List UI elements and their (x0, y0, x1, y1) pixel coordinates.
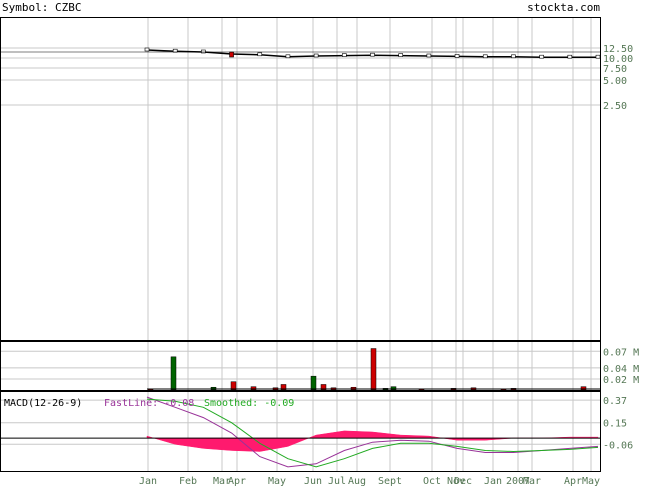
macd-title: MACD(12-26-9) (4, 398, 82, 409)
macd-fastline-label: FastLine: -0.08 (104, 398, 194, 409)
volume-y-tick-label: 0.04 M (603, 364, 639, 375)
panel-frame (0, 17, 601, 341)
price-candle (539, 54, 544, 59)
volume-y-ticks: 0.07 M 0.04 M0.02 M (603, 347, 639, 386)
macd-line-fastline (146, 396, 599, 468)
x-tick-label: Nov (447, 476, 465, 486)
volume-gridlines (0, 341, 600, 390)
x-tick-label: Feb (179, 476, 197, 486)
x-tick-label: 2007 (506, 476, 530, 486)
x-tick-label: Jan (484, 476, 502, 486)
price-y-tick-label: 12.50 (603, 44, 633, 55)
volume-bar (580, 386, 587, 391)
price-candle (398, 53, 403, 57)
price-candle (454, 54, 460, 58)
volume-bar (370, 348, 377, 391)
price-y-tick-label: 5.00 (603, 76, 627, 87)
volume-bar (170, 356, 177, 391)
x-tick-label: Mar (523, 476, 541, 486)
x-tick-label: Jun (304, 476, 322, 486)
x-tick-label: May (268, 476, 286, 486)
macd-histogram (146, 430, 599, 452)
price-candle (595, 54, 601, 59)
x-tick-label: Dec (454, 476, 472, 486)
x-tick-label: Apr (564, 476, 582, 486)
x-tick-label: May (582, 476, 600, 486)
price-y-tick-label: 10.00 (603, 54, 633, 65)
volume-y-tick-label: 0.07 M (603, 347, 639, 358)
x-tick-label: Oct (423, 476, 441, 486)
price-candle (567, 54, 573, 59)
volume-bar (390, 386, 397, 391)
price-candle (201, 49, 206, 54)
price-series (0, 47, 601, 59)
price-candle (342, 53, 347, 57)
price-candle (426, 53, 432, 58)
x-tick-label: Mar (213, 476, 231, 486)
price-candle (313, 53, 319, 58)
macd-line-smoothed (146, 398, 599, 468)
x-tick-label: Sept (378, 476, 402, 486)
macd-series (0, 396, 600, 468)
volume-bar (310, 375, 317, 391)
price-candle (511, 54, 516, 59)
x-tick-label: Jul (328, 476, 346, 486)
panel-frames (0, 17, 601, 472)
price-gridlines (0, 17, 600, 340)
x-tick-label: Jan (139, 476, 157, 486)
macd-gridlines (0, 391, 600, 471)
x-tick-label: Aug (348, 476, 366, 486)
macd-smoothed-label: Smoothed: -0.09 (204, 398, 294, 409)
price-candle (482, 54, 488, 59)
macd-y-tick-label: 0.37 (603, 396, 627, 407)
price-candle (144, 47, 150, 52)
symbol-label: Symbol: CZBC (2, 1, 81, 14)
panel-frame (0, 391, 601, 472)
volume-bar (250, 386, 257, 391)
macd-y-tick-label: -0.06 (603, 440, 633, 451)
macd-y-tick-label: 0.15 (603, 419, 627, 430)
price-candle (257, 52, 263, 57)
price-y-tick-label: 2.50 (603, 101, 627, 112)
price-candle (229, 51, 234, 58)
price-y-tick-label: 7.50 (603, 64, 627, 75)
x-tick-label: Apr (228, 476, 246, 486)
price-candle (285, 54, 291, 59)
volume-y-tick-label: 0.02 M (603, 375, 639, 386)
macd-y-ticks: 0.37 0.15 -0.06 (603, 396, 633, 451)
panel-frame (0, 341, 601, 391)
price-candle (370, 52, 375, 57)
site-name: stockta.com (527, 1, 600, 14)
